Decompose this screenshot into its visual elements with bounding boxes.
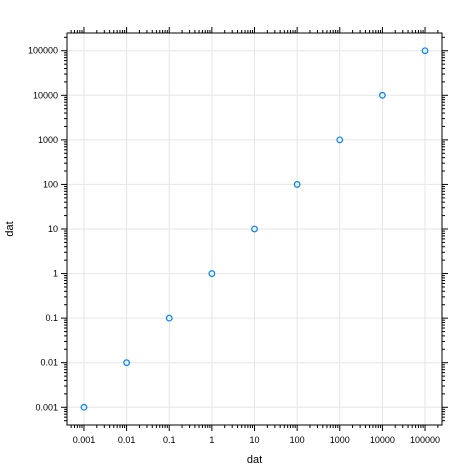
data-point [80, 403, 88, 411]
y-tick-label: 0.001 [35, 402, 58, 412]
data-point [165, 314, 173, 322]
data-point [293, 181, 301, 188]
data-point [251, 225, 258, 233]
y-tick-label: 10 [48, 224, 58, 234]
x-tick-label: 10000 [370, 435, 395, 445]
x-tick-label: 0.001 [73, 435, 96, 445]
x-tick-label: 0.1 [163, 435, 176, 445]
data-point [208, 270, 216, 277]
y-tick-label: 10000 [33, 90, 58, 100]
data-points [80, 47, 429, 411]
data-point [421, 47, 429, 55]
y-tick-labels: 0.001 0.01 0.1 1 10 100 1000 10000 100000 [28, 46, 58, 413]
y-tick-label: 1000 [38, 135, 58, 145]
x-tick-label: 100 [290, 435, 305, 445]
x-tick-label: 10 [249, 435, 259, 445]
grid-lines [67, 33, 442, 425]
y-tick-label: 100000 [28, 46, 58, 56]
data-point [379, 91, 386, 99]
y-tick-label: 100 [43, 179, 58, 189]
y-axis-title: dat [4, 221, 16, 236]
x-tick-label: 100000 [410, 435, 440, 445]
y-tick-label: 1 [53, 269, 58, 279]
x-tick-labels: 0.001 0.01 0.1 1 10 100 1000 10000 100000 [73, 435, 440, 445]
data-point [123, 359, 130, 367]
data-point [336, 136, 344, 144]
x-tick-label: 1000 [330, 435, 350, 445]
x-axis-title: dat [247, 454, 262, 466]
y-tick-label: 0.1 [45, 313, 58, 323]
plot-frame [66, 32, 443, 426]
y-tick-label: 0.01 [40, 358, 58, 368]
x-tick-label: 1 [209, 435, 214, 445]
x-tick-label: 0.01 [118, 435, 136, 445]
